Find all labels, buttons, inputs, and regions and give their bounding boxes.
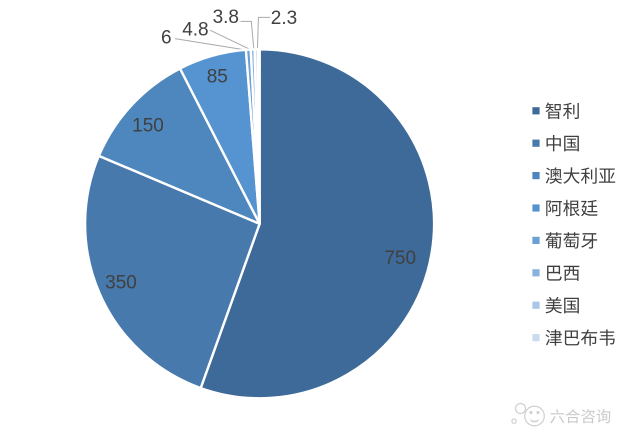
- svg-text:2.3: 2.3: [271, 8, 297, 29]
- svg-text:3.8: 3.8: [213, 7, 239, 28]
- svg-text:85: 85: [207, 66, 228, 87]
- svg-text:750: 750: [384, 248, 416, 269]
- svg-text:4.8: 4.8: [182, 20, 208, 41]
- svg-text:350: 350: [105, 272, 137, 293]
- svg-text:150: 150: [132, 116, 164, 137]
- svg-text:6: 6: [161, 28, 172, 49]
